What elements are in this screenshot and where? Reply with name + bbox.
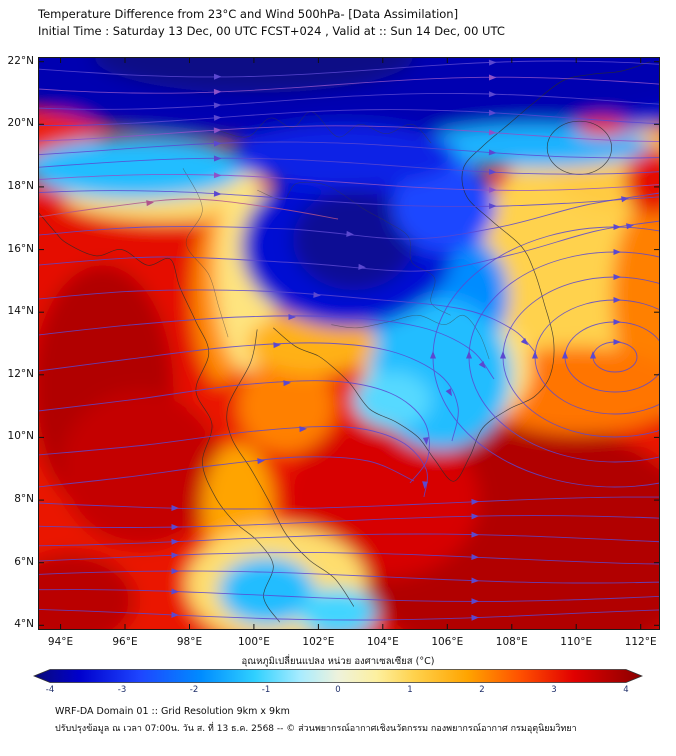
colorbar-tick-label: -3: [117, 685, 127, 695]
x-tick-label: 94°E: [47, 636, 74, 648]
x-tick-label: 104°E: [366, 636, 399, 648]
colorbar-tick-label: 0: [335, 685, 341, 695]
colorbar: [32, 668, 644, 684]
y-tick-label: 10°N: [7, 430, 34, 443]
x-tick-label: 100°E: [237, 636, 270, 648]
colorbar-tick-label: 3: [551, 685, 557, 695]
y-tick-label: 8°N: [14, 493, 34, 506]
y-tick-label: 14°N: [7, 305, 34, 318]
chart-title: Temperature Difference from 23°C and Win…: [38, 7, 459, 21]
x-tick-label: 112°E: [624, 636, 657, 648]
chart-header: Temperature Difference from 23°C and Win…: [38, 6, 505, 40]
y-tick-label: 20°N: [7, 117, 34, 130]
colorbar-label: อุณหภูมิเปลี่ยนแปลง หน่วย องศาเซลเซียส (…: [241, 656, 435, 667]
weather-map: [38, 57, 660, 630]
wind-streamlines: [38, 59, 660, 621]
map-border: [38, 57, 660, 630]
temperature-field: [38, 57, 660, 630]
footer-update-info: ปรับปรุงข้อมูล ณ เวลา 07:00น. วัน ส. ที่…: [55, 724, 577, 734]
chart-subtitle: Initial Time : Saturday 13 Dec, 00 UTC F…: [38, 24, 505, 38]
colorbar-tick-label: 1: [407, 685, 413, 695]
colorbar-tick-label: 2: [479, 685, 485, 695]
y-tick-label: 12°N: [7, 367, 34, 380]
x-tick-label: 98°E: [176, 636, 203, 648]
x-tick-label: 110°E: [560, 636, 593, 648]
x-tick-label: 102°E: [302, 636, 335, 648]
y-tick-label: 16°N: [7, 242, 34, 255]
colorbar-tick-label: -2: [189, 685, 199, 695]
x-tick-label: 96°E: [112, 636, 138, 648]
colorbar-tick-label: -1: [261, 685, 271, 695]
x-tick-label: 106°E: [431, 636, 464, 648]
y-tick-label: 18°N: [7, 179, 34, 192]
colorbar-tick-label: -4: [45, 685, 55, 695]
colorbar-gradient: [32, 669, 644, 683]
x-tick-label: 108°E: [495, 636, 528, 648]
colorbar-tick-label: 4: [623, 685, 629, 695]
footer-domain-info: WRF-DA Domain 01 :: Grid Resolution 9km …: [55, 706, 290, 717]
map-svg: [38, 57, 660, 630]
y-tick-label: 22°N: [7, 54, 34, 67]
y-tick-label: 6°N: [14, 555, 34, 568]
y-tick-label: 4°N: [14, 618, 34, 631]
coastlines: [38, 61, 651, 623]
